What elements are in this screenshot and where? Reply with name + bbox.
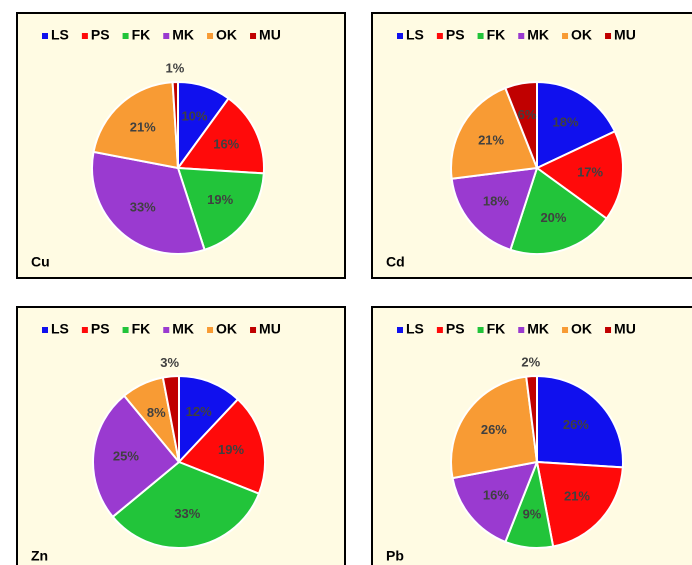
data-label: 17% (577, 164, 603, 179)
legend-swatch (477, 33, 484, 39)
data-label: 2% (521, 355, 540, 370)
legend-swatch (562, 33, 569, 39)
data-label: 21% (564, 489, 590, 504)
data-label: 3% (160, 355, 179, 370)
pie-slice (161, 374, 180, 463)
legend-label: PS (91, 27, 110, 43)
pie-slice (535, 130, 624, 220)
legend-swatch (605, 327, 612, 333)
pie-slice (176, 97, 265, 175)
pie-slice (504, 80, 538, 169)
pie-slice (536, 374, 624, 469)
panel-label: Cu (31, 254, 50, 270)
legend-swatch (42, 327, 48, 333)
data-label: 1% (165, 60, 184, 75)
legend-swatch (397, 327, 403, 333)
legend-swatch (122, 33, 129, 39)
legend-label: MK (527, 27, 549, 43)
pie-slice (450, 375, 539, 480)
data-label: 26% (563, 417, 589, 432)
legend-label: MU (259, 27, 281, 43)
legend-label: FK (132, 321, 151, 337)
legend-label: FK (487, 321, 506, 337)
pie-slice (111, 460, 261, 549)
pie-slice (535, 460, 624, 548)
legend-label: PS (446, 27, 465, 43)
data-label: 18% (553, 114, 579, 129)
data-label: 19% (207, 192, 233, 207)
legend-swatch (81, 327, 88, 333)
panel-label: Cd (386, 254, 405, 270)
data-label: 33% (130, 199, 156, 214)
legend-label: LS (51, 27, 69, 43)
pie-slice (178, 374, 240, 465)
legend-swatch (518, 327, 525, 333)
pie-slice (176, 166, 265, 252)
pie-slice (525, 374, 538, 463)
legend-swatch (436, 327, 443, 333)
legend-swatch (122, 327, 129, 333)
legend-label: LS (406, 321, 424, 337)
legend-label: OK (571, 27, 592, 43)
pie-slice (91, 150, 206, 255)
data-label: 16% (213, 137, 239, 152)
data-label: 19% (218, 442, 244, 457)
data-label: 21% (130, 119, 156, 134)
panel-label: Pb (386, 548, 404, 564)
pie-slice (451, 460, 539, 544)
legend-label: OK (216, 27, 237, 43)
data-label: 8% (147, 405, 166, 420)
legend-swatch (163, 33, 170, 39)
legend-swatch (207, 33, 214, 39)
data-label: 16% (483, 487, 509, 502)
pie-slice (92, 81, 180, 170)
pie-slice (450, 166, 539, 252)
pie-slice (92, 394, 181, 519)
legend-label: LS (406, 27, 424, 43)
data-label: 26% (481, 422, 507, 437)
legend-swatch (477, 327, 484, 333)
data-label: 33% (174, 506, 200, 521)
pie-slice (536, 80, 617, 170)
legend-label: MU (614, 321, 636, 337)
pie-slice (450, 86, 539, 180)
legend-label: MK (172, 321, 194, 337)
pie-slice (171, 80, 179, 169)
pie-slice (509, 166, 608, 255)
legend-label: MK (172, 27, 194, 43)
legend-label: FK (487, 27, 506, 43)
legend-label: OK (216, 321, 237, 337)
legend-swatch (250, 327, 257, 333)
legend-swatch (562, 327, 569, 333)
legend-swatch (397, 33, 403, 39)
data-label: 12% (186, 404, 212, 419)
legend-swatch (518, 33, 525, 39)
data-label: 21% (478, 132, 504, 147)
data-label: 18% (483, 193, 509, 208)
legend-swatch (207, 327, 214, 333)
legend-label: PS (91, 321, 110, 337)
legend-label: PS (446, 321, 465, 337)
legend-swatch (42, 33, 48, 39)
legend-label: MU (614, 27, 636, 43)
legend-label: OK (571, 321, 592, 337)
legend-swatch (436, 33, 443, 39)
legend-swatch (163, 327, 170, 333)
legend-label: MK (527, 321, 549, 337)
data-label: 10% (181, 109, 207, 124)
legend-swatch (81, 33, 88, 39)
legend-label: LS (51, 321, 69, 337)
legend-label: MU (259, 321, 281, 337)
data-label: 6% (518, 107, 537, 122)
data-label: 25% (113, 448, 139, 463)
legend-swatch (605, 33, 612, 39)
panel-label: Zn (31, 548, 48, 564)
legend-swatch (250, 33, 257, 39)
data-label: 9% (523, 507, 542, 522)
data-label: 20% (540, 210, 566, 225)
legend-label: FK (132, 27, 151, 43)
